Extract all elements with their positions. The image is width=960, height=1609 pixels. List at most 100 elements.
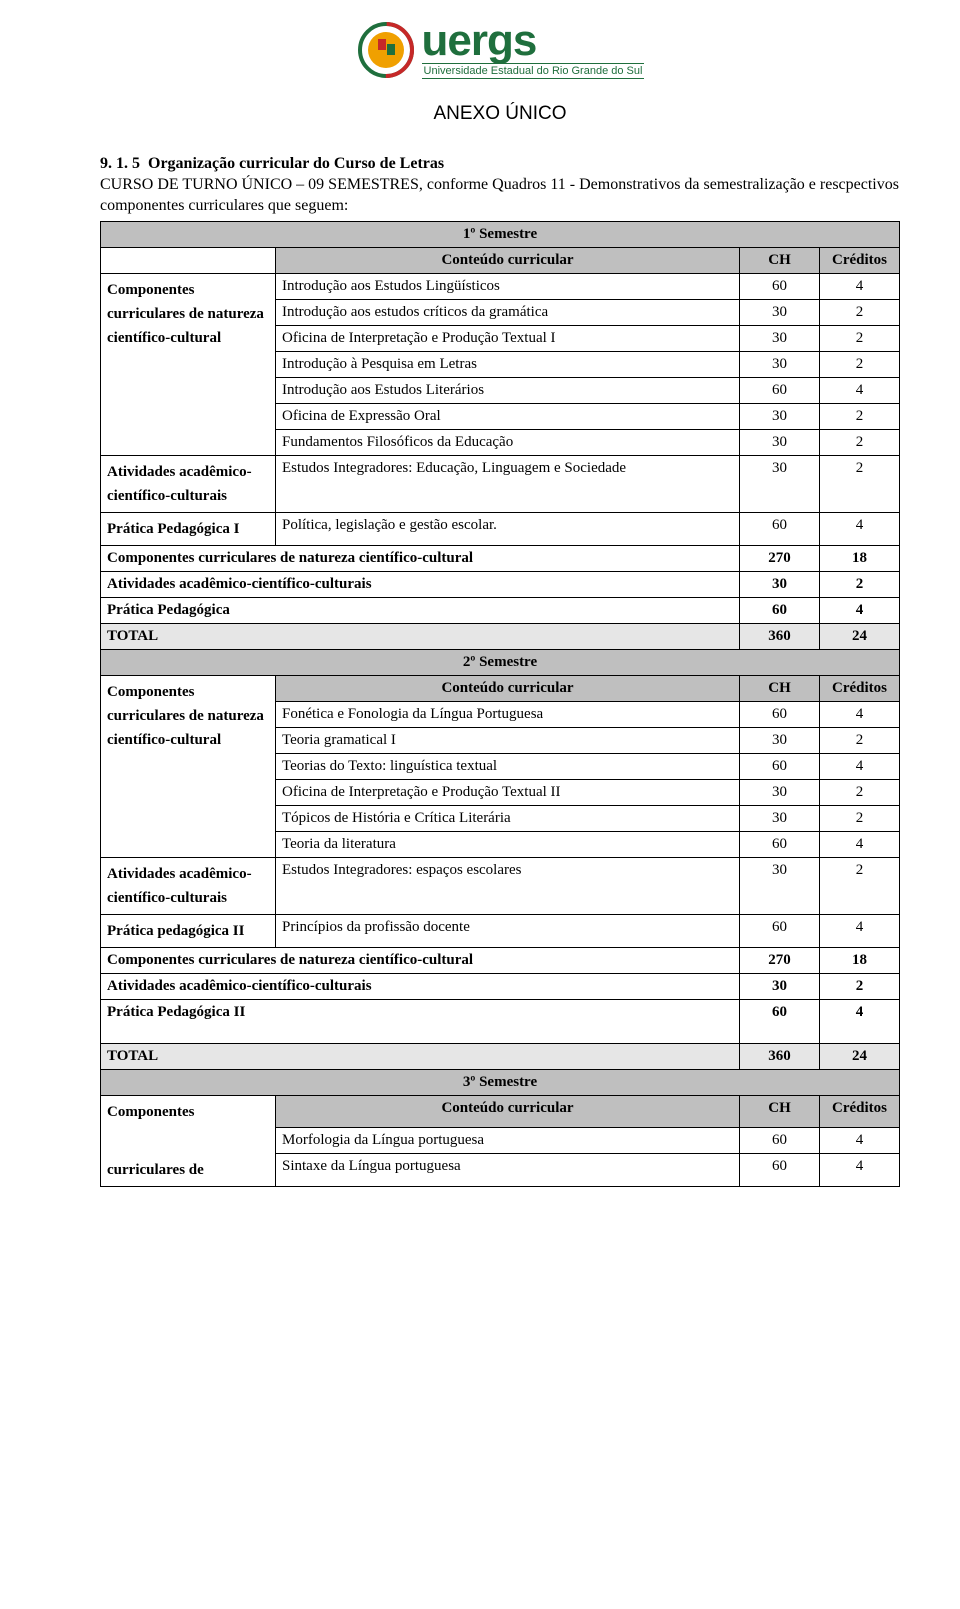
table-cell: 30 bbox=[740, 455, 820, 512]
summary-ch: 60 bbox=[740, 999, 820, 1043]
table-cell: 4 bbox=[820, 512, 900, 545]
table-cell: Introdução aos Estudos Lingüísticos bbox=[276, 273, 740, 299]
table-cell: 4 bbox=[820, 831, 900, 857]
summary-cr: 2 bbox=[820, 571, 900, 597]
section-heading: 9. 1. 5 Organização curricular do Curso … bbox=[100, 155, 900, 173]
intro-text: CURSO DE TURNO ÚNICO – 09 SEMESTRES, con… bbox=[100, 175, 900, 217]
table-cell: 4 bbox=[820, 914, 900, 947]
side-label-pratica-ii: Prática pedagógica II bbox=[101, 914, 276, 947]
table-cell: 4 bbox=[820, 273, 900, 299]
side-label-componentes: Componentes curriculares de natureza cie… bbox=[101, 675, 276, 857]
table-cell: 60 bbox=[740, 701, 820, 727]
table-cell: 2 bbox=[820, 299, 900, 325]
side-label-atividades: Atividades acadêmico-científico-culturai… bbox=[101, 857, 276, 914]
table-cell: 60 bbox=[740, 273, 820, 299]
table-cell: Oficina de Interpretação e Produção Text… bbox=[276, 779, 740, 805]
summary-ch: 30 bbox=[740, 571, 820, 597]
summary-label: Atividades acadêmico-científico-culturai… bbox=[101, 571, 740, 597]
table-cell: Teoria gramatical I bbox=[276, 727, 740, 753]
summary-ch: 270 bbox=[740, 545, 820, 571]
summary-ch: 30 bbox=[740, 973, 820, 999]
summary-ch: 60 bbox=[740, 597, 820, 623]
col-header-ch: CH bbox=[740, 247, 820, 273]
table-cell: 60 bbox=[740, 377, 820, 403]
side-label-curriculares-de: curriculares de bbox=[101, 1154, 276, 1187]
logo-header: uergs Universidade Estadual do Rio Grand… bbox=[100, 20, 900, 85]
table-cell: 2 bbox=[820, 325, 900, 351]
table-cell: Política, legislação e gestão escolar. bbox=[276, 512, 740, 545]
table-cell: 4 bbox=[820, 377, 900, 403]
anexo-title: ANEXO ÚNICO bbox=[100, 103, 900, 125]
table-cell: Sintaxe da Língua portuguesa bbox=[276, 1154, 740, 1187]
table-cell: Introdução aos Estudos Literários bbox=[276, 377, 740, 403]
total-ch: 360 bbox=[740, 623, 820, 649]
side-label-componentes-short: Componentes bbox=[101, 1095, 276, 1128]
table-cell: 2 bbox=[820, 403, 900, 429]
col-header-ch: CH bbox=[740, 675, 820, 701]
table-cell: Fonética e Fonologia da Língua Portugues… bbox=[276, 701, 740, 727]
table-cell: Estudos Integradores: Educação, Linguage… bbox=[276, 455, 740, 512]
total-label: TOTAL bbox=[101, 1043, 740, 1069]
table-cell: 30 bbox=[740, 727, 820, 753]
side-label-componentes: Componentes curriculares de natureza cie… bbox=[101, 273, 276, 455]
table-cell: 30 bbox=[740, 403, 820, 429]
table-cell: 2 bbox=[820, 857, 900, 914]
table-cell: Princípios da profissão docente bbox=[276, 914, 740, 947]
table-cell: 30 bbox=[740, 325, 820, 351]
total-cr: 24 bbox=[820, 623, 900, 649]
table-cell: 4 bbox=[820, 701, 900, 727]
table-cell: Introdução à Pesquisa em Letras bbox=[276, 351, 740, 377]
table-cell: 60 bbox=[740, 753, 820, 779]
table-cell: 2 bbox=[820, 351, 900, 377]
table-cell: 4 bbox=[820, 1128, 900, 1154]
side-label-atividades: Atividades acadêmico-científico-culturai… bbox=[101, 455, 276, 512]
table-cell: 30 bbox=[740, 299, 820, 325]
summary-label: Prática Pedagógica II bbox=[101, 999, 740, 1043]
col-header-creditos: Créditos bbox=[820, 247, 900, 273]
table-cell: Teoria da literatura bbox=[276, 831, 740, 857]
table-cell: 30 bbox=[740, 429, 820, 455]
summary-cr: 4 bbox=[820, 999, 900, 1043]
total-label: TOTAL bbox=[101, 623, 740, 649]
table-cell: 2 bbox=[820, 779, 900, 805]
semester-2-header: 2º Semestre bbox=[101, 649, 900, 675]
summary-label: Prática Pedagógica bbox=[101, 597, 740, 623]
table-cell: 4 bbox=[820, 753, 900, 779]
table-cell: Tópicos de História e Crítica Literária bbox=[276, 805, 740, 831]
summary-label: Atividades acadêmico-científico-culturai… bbox=[101, 973, 740, 999]
table-cell: 2 bbox=[820, 805, 900, 831]
table-cell: Fundamentos Filosóficos da Educação bbox=[276, 429, 740, 455]
table-cell: 60 bbox=[740, 512, 820, 545]
table-cell: 60 bbox=[740, 1154, 820, 1187]
col-header-creditos: Créditos bbox=[820, 675, 900, 701]
section-number: 9. 1. 5 bbox=[100, 155, 140, 172]
table-cell: 60 bbox=[740, 914, 820, 947]
table-cell: Morfologia da Língua portuguesa bbox=[276, 1128, 740, 1154]
table-cell: Teorias do Texto: linguística textual bbox=[276, 753, 740, 779]
col-header-conteudo: Conteúdo curricular bbox=[276, 675, 740, 701]
total-cr: 24 bbox=[820, 1043, 900, 1069]
side-label-pratica-i: Prática Pedagógica I bbox=[101, 512, 276, 545]
summary-cr: 2 bbox=[820, 973, 900, 999]
table-cell: 30 bbox=[740, 857, 820, 914]
table-cell: 60 bbox=[740, 1128, 820, 1154]
table-cell: 4 bbox=[820, 1154, 900, 1187]
section-title: Organização curricular do Curso de Letra… bbox=[148, 155, 444, 172]
table-cell: 2 bbox=[820, 455, 900, 512]
summary-cr: 4 bbox=[820, 597, 900, 623]
col-header-creditos: Créditos bbox=[820, 1095, 900, 1128]
summary-label: Componentes curriculares de natureza cie… bbox=[101, 947, 740, 973]
semester-3-header: 3º Semestre bbox=[101, 1069, 900, 1095]
semester-1-header: 1º Semestre bbox=[101, 221, 900, 247]
curriculum-table: 1º Semestre Conteúdo curricular CH Crédi… bbox=[100, 221, 900, 1187]
table-cell: Oficina de Interpretação e Produção Text… bbox=[276, 325, 740, 351]
table-cell: 2 bbox=[820, 429, 900, 455]
summary-cr: 18 bbox=[820, 545, 900, 571]
summary-ch: 270 bbox=[740, 947, 820, 973]
col-header-conteudo: Conteúdo curricular bbox=[276, 1095, 740, 1128]
col-header-conteudo: Conteúdo curricular bbox=[276, 247, 740, 273]
logo-subtitle: Universidade Estadual do Rio Grande do S… bbox=[422, 63, 645, 79]
uergs-logo-icon bbox=[356, 20, 416, 80]
summary-cr: 18 bbox=[820, 947, 900, 973]
table-cell: 30 bbox=[740, 351, 820, 377]
